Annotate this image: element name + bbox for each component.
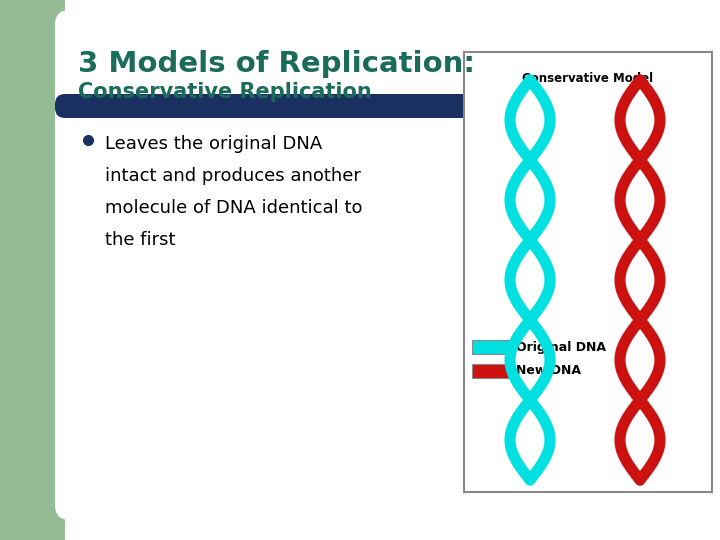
Text: Leaves the original DNA: Leaves the original DNA (105, 135, 323, 153)
Bar (0, 0, 65, 540)
Text: the first: the first (105, 231, 176, 249)
Text: molecule of DNA identical to: molecule of DNA identical to (105, 199, 362, 217)
Text: Original DNA: Original DNA (516, 341, 606, 354)
Text: 3 Models of Replication:: 3 Models of Replication: (78, 50, 475, 78)
Text: New DNA: New DNA (516, 364, 581, 377)
Text: intact and produces another: intact and produces another (105, 167, 361, 185)
FancyBboxPatch shape (55, 94, 710, 118)
Text: Conservative Model: Conservative Model (523, 72, 654, 85)
Text: Conservative Replication: Conservative Replication (78, 82, 372, 102)
Bar (472, 364, 510, 378)
Bar (464, 52, 712, 492)
Bar (472, 340, 510, 354)
FancyBboxPatch shape (55, 10, 710, 520)
